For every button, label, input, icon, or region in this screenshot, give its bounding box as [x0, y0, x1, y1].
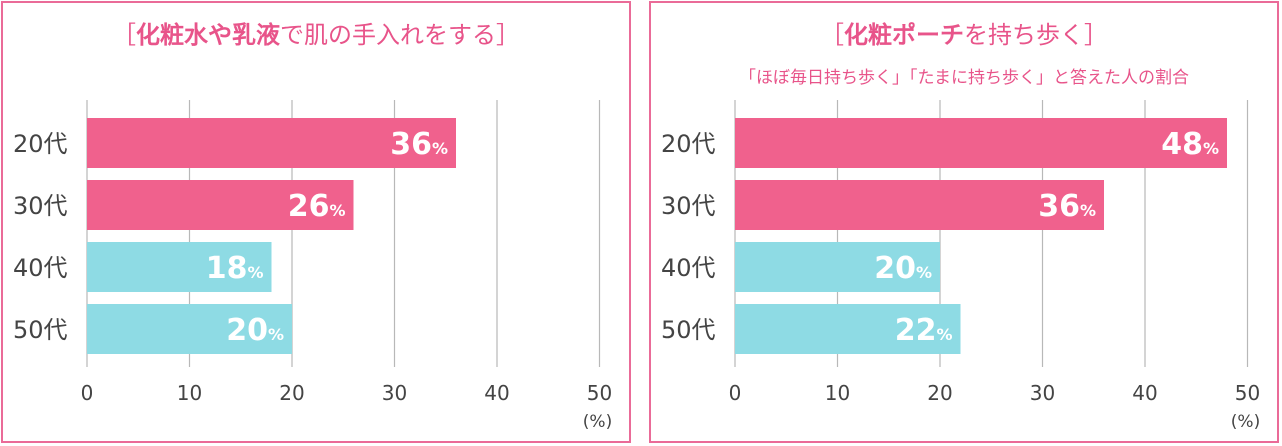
- x-tick-label: 20: [927, 381, 952, 405]
- title-rest: を持ち歩く: [964, 21, 1084, 49]
- category-label: 50代: [661, 316, 716, 344]
- bar: [87, 304, 292, 354]
- title-rest: で肌の手入れをする: [280, 21, 496, 49]
- bar: [87, 118, 456, 168]
- x-tick-label: 20: [279, 381, 304, 405]
- title-close-bracket: ］: [496, 21, 520, 49]
- x-tick-label: 30: [382, 381, 407, 405]
- bar-value-label: 18%: [206, 251, 264, 286]
- x-tick-label: 10: [177, 381, 202, 405]
- title-open-bracket: ［: [112, 21, 136, 49]
- bar-value-label: 26%: [288, 189, 346, 224]
- bar-value-label: 48%: [1161, 127, 1219, 162]
- x-tick-label: 50: [1235, 381, 1260, 405]
- x-tick-label: 30: [1030, 381, 1055, 405]
- x-tick-label: 40: [1132, 381, 1157, 405]
- bar-chart-svg: 0 10 20 30 40 50 (%) 20代 48% 30代 36% 40代 20% 50代 22%: [661, 100, 1260, 432]
- category-label: 40代: [13, 254, 68, 282]
- x-tick-label: 0: [729, 381, 742, 405]
- category-label: 30代: [13, 192, 68, 220]
- bar: [735, 304, 961, 354]
- x-unit-label: (%): [1231, 412, 1260, 432]
- title-close-bracket: ］: [1084, 21, 1108, 49]
- chart-panel-skincare: ［化粧水や乳液で肌の手入れをする］ 0 10 20 30 40 50 (%) 20代 36% 30…: [1, 1, 631, 443]
- bar: [735, 180, 1104, 230]
- bar: [87, 242, 272, 292]
- chart-title: ［化粧ポーチを持ち歩く］: [651, 20, 1277, 50]
- title-emphasis: 化粧水や乳液: [136, 21, 280, 49]
- bar: [87, 180, 354, 230]
- chart-title: ［化粧水や乳液で肌の手入れをする］: [3, 20, 629, 50]
- x-tick-label: 0: [81, 381, 94, 405]
- title-emphasis: 化粧ポーチ: [844, 21, 964, 49]
- bar: [735, 242, 940, 292]
- title-open-bracket: ［: [820, 21, 844, 49]
- bar-value-label: 22%: [895, 313, 953, 348]
- x-tick-label: 10: [825, 381, 850, 405]
- bar-value-label: 20%: [226, 313, 284, 348]
- x-tick-label: 50: [587, 381, 612, 405]
- chart-subtitle: 「ほぼ毎日持ち歩く」「たまに持ち歩く」と答えた人の割合: [739, 68, 1189, 88]
- bar-value-label: 36%: [1038, 189, 1096, 224]
- bar-value-label: 36%: [390, 127, 448, 162]
- x-tick-label: 40: [484, 381, 509, 405]
- x-unit-label: (%): [583, 412, 612, 432]
- category-label: 20代: [13, 130, 68, 158]
- category-label: 30代: [661, 192, 716, 220]
- bar-chart-svg: 0 10 20 30 40 50 (%) 20代 36% 30代 26% 40代 18% 50代 20%: [13, 100, 612, 432]
- chart-panel-makeup-pouch: ［化粧ポーチを持ち歩く］ 「ほぼ毎日持ち歩く」「たまに持ち歩く」と答えた人の割合…: [649, 1, 1279, 443]
- category-label: 50代: [13, 316, 68, 344]
- bar: [735, 118, 1227, 168]
- category-label: 40代: [661, 254, 716, 282]
- category-label: 20代: [661, 130, 716, 158]
- bar-value-label: 20%: [874, 251, 932, 286]
